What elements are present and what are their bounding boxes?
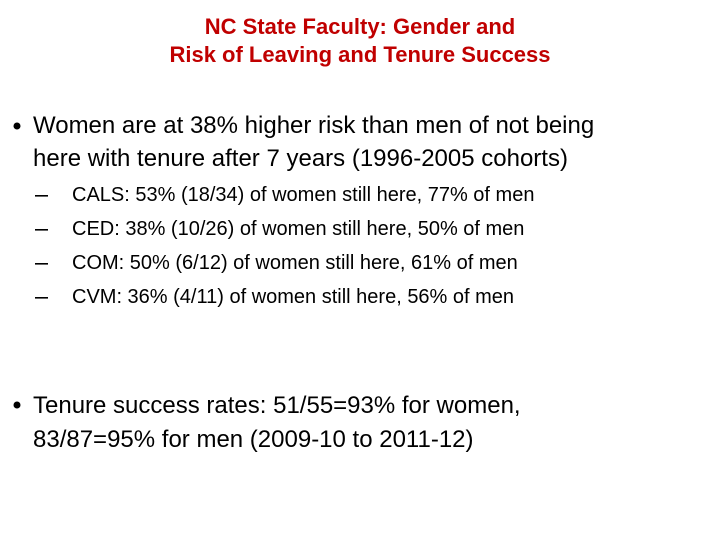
bullet-dot: [13, 122, 21, 130]
bullet-text: Women are at 38% higher risk than men of…: [33, 112, 595, 139]
bullet-text: 83/87=95% for men (2009-10 to 2011-12): [33, 426, 474, 453]
title-line: NC State Faculty: Gender and: [204, 14, 516, 39]
sub-bullet-text: CED: 38% (10/26) of women still here, 50…: [72, 218, 525, 240]
bullet-text: here with tenure after 7 years (1996-200…: [33, 145, 568, 172]
bullet-text: Tenure success rates: 51/55=93% for wome…: [33, 392, 521, 419]
sub-bullet-text: CALS: 53% (18/34) of women still here, 7…: [72, 184, 535, 206]
sub-dash: [35, 263, 48, 265]
sub-dash: [35, 297, 48, 299]
title-line: Risk of Leaving and Tenure Success: [169, 42, 551, 67]
sub-dash: [35, 229, 48, 231]
sub-dash: [35, 195, 48, 197]
sub-bullet-text: CVM: 36% (4/11) of women still here, 56%…: [72, 286, 515, 308]
sub-bullet-text: COM: 50% (6/12) of women still here, 61%…: [72, 252, 518, 274]
bullet-dot: [13, 401, 21, 409]
